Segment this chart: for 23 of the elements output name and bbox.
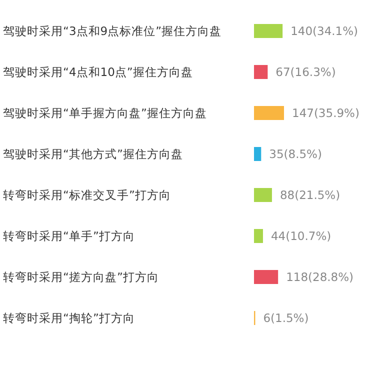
data-label: 44(10.7%) <box>270 229 332 243</box>
data-label: 140(34.1%) <box>290 24 358 38</box>
y-tick-label: 驾驶时采用“3点和9点标准位”握住方向盘 <box>3 24 222 38</box>
y-tick-label: 驾驶时采用“其他方式”握住方向盘 <box>3 147 183 161</box>
bar <box>254 270 278 284</box>
data-label: 35(8.5%) <box>269 147 322 161</box>
y-tick-label: 转弯时采用“单手”打方向 <box>3 229 135 243</box>
y-tick-label: 驾驶时采用“单手握方向盘”握住方向盘 <box>3 106 207 120</box>
data-label: 6(1.5%) <box>263 311 309 325</box>
y-tick-label: 转弯时采用“搓方向盘”打方向 <box>3 270 159 284</box>
y-tick-label: 转弯时采用“标准交叉手”打方向 <box>3 188 171 202</box>
bar <box>254 229 263 243</box>
bar <box>254 188 272 202</box>
data-label: 67(16.3%) <box>276 65 336 79</box>
data-label: 118(28.8%) <box>286 270 354 284</box>
data-label: 147(35.9%) <box>292 106 360 120</box>
bar <box>254 106 284 120</box>
y-tick-label: 转弯时采用“掏轮”打方向 <box>3 311 135 325</box>
y-tick-label: 驾驶时采用“4点和10点”握住方向盘 <box>3 65 193 79</box>
bar <box>254 24 283 38</box>
data-label: 88(21.5%) <box>280 188 340 202</box>
bar <box>254 147 262 161</box>
bar <box>254 65 268 79</box>
